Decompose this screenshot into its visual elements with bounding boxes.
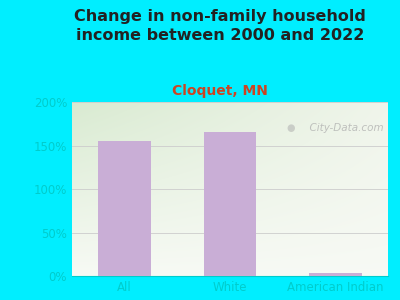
Bar [204,133,256,276]
Text: ●: ● [287,123,295,133]
Text: Cloquet, MN: Cloquet, MN [172,84,268,98]
Bar [98,141,151,276]
Text: City-Data.com: City-Data.com [303,123,383,133]
Text: Change in non-family household
income between 2000 and 2022: Change in non-family household income be… [74,9,366,43]
Bar [309,272,362,276]
